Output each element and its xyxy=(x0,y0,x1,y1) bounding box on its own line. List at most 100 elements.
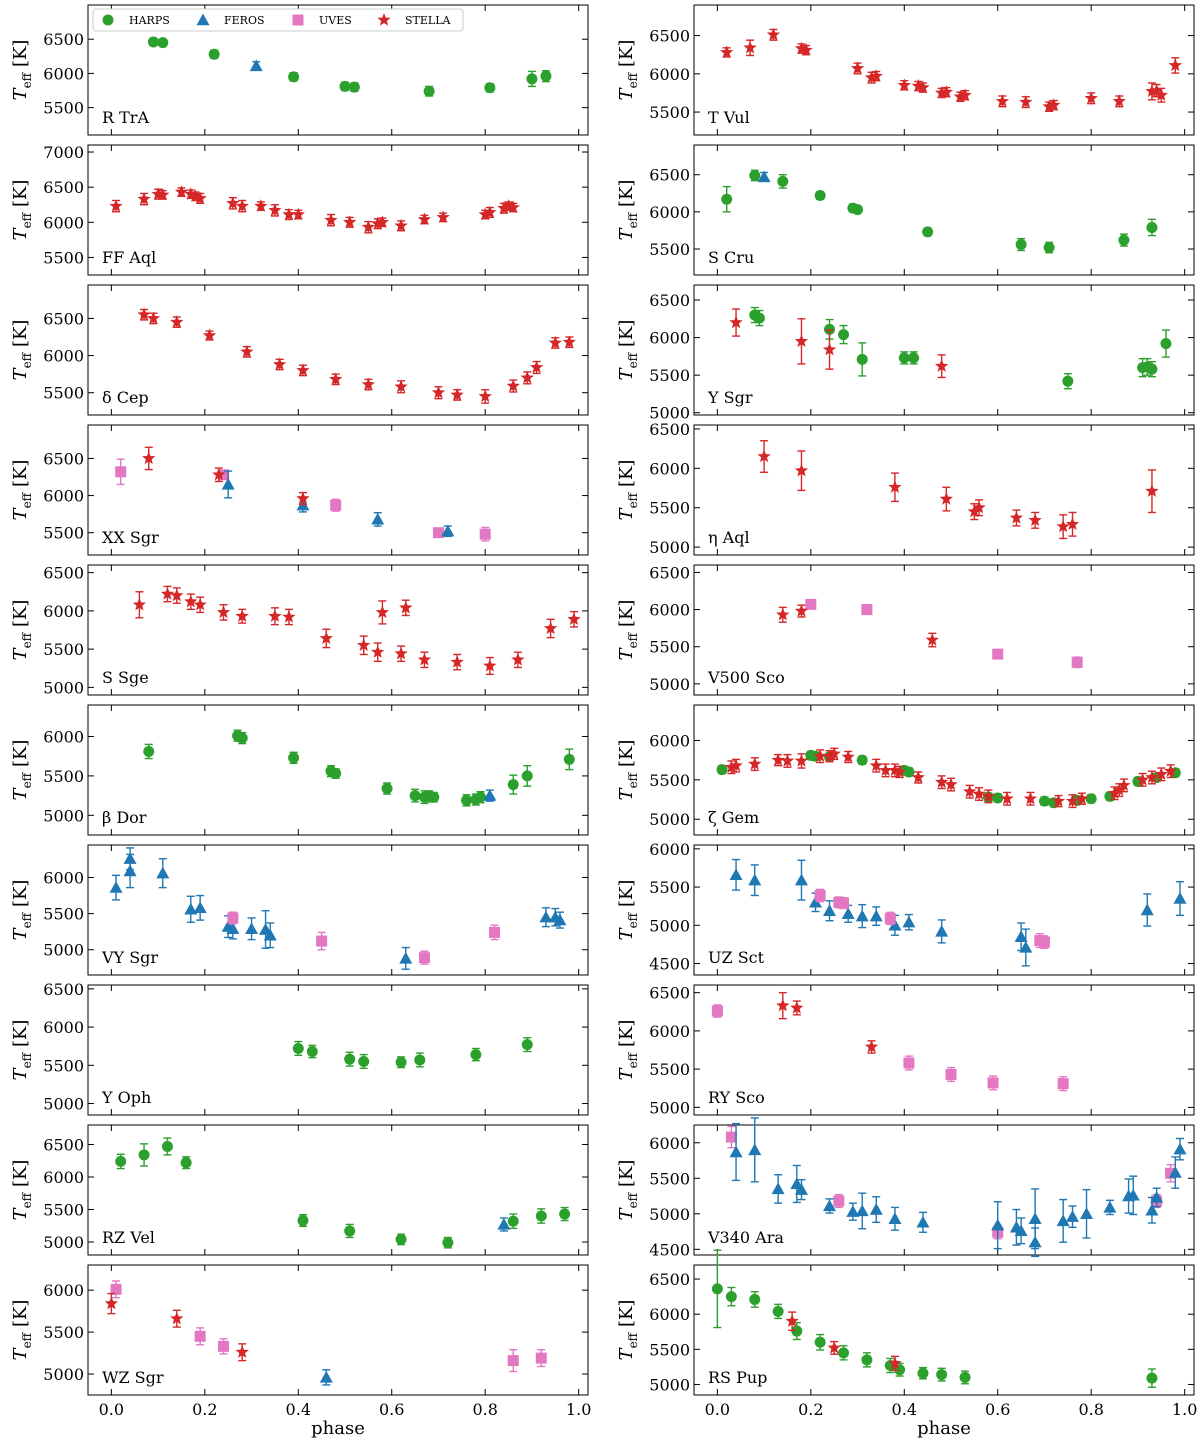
star-name: V500 Sco xyxy=(707,668,785,687)
y-tick-label: 6500 xyxy=(649,27,690,46)
marker xyxy=(725,1131,737,1143)
marker xyxy=(1084,91,1098,104)
series-feros xyxy=(483,789,497,802)
data-point xyxy=(1047,98,1061,111)
marker xyxy=(296,491,310,505)
y-tick-label: 6000 xyxy=(43,64,84,83)
data-point xyxy=(838,897,850,910)
y-tick-label: 5000 xyxy=(43,1095,84,1114)
series-feros xyxy=(221,470,455,538)
marker xyxy=(1146,1372,1158,1384)
marker xyxy=(1117,778,1131,792)
y-tick-label: 6500 xyxy=(43,309,84,328)
marker xyxy=(1065,517,1080,530)
series-uves xyxy=(814,888,1050,949)
y-tick-label: 6500 xyxy=(649,984,690,1003)
data-point xyxy=(855,1192,869,1230)
axes-frame xyxy=(87,1124,589,1256)
data-point xyxy=(371,642,385,663)
legend-entry-uves: UVES xyxy=(292,14,352,27)
data-point xyxy=(442,1236,454,1249)
y-tick-label: 5500 xyxy=(649,103,690,122)
panel-cep: 5500 6000 6500 Teff [K] δ Cep xyxy=(10,284,589,416)
y-tick-label: 5500 xyxy=(43,248,84,267)
marker xyxy=(226,196,240,209)
marker xyxy=(1165,1167,1177,1179)
series-feros xyxy=(497,1217,511,1232)
series-feros xyxy=(729,1117,1187,1258)
data-point xyxy=(748,757,762,772)
y-tick-label: 6000 xyxy=(43,869,84,888)
marker xyxy=(749,1293,761,1305)
marker xyxy=(394,646,408,660)
marker xyxy=(823,1199,837,1212)
data-point xyxy=(540,69,552,83)
series-stella xyxy=(776,604,939,648)
data-point xyxy=(833,1193,845,1209)
data-point xyxy=(180,1156,192,1170)
data-point xyxy=(104,1292,119,1315)
marker xyxy=(869,1203,883,1215)
data-point xyxy=(916,80,930,94)
data-point xyxy=(1051,794,1066,808)
data-point xyxy=(417,651,432,669)
data-point xyxy=(288,71,300,83)
marker xyxy=(1107,786,1122,799)
marker xyxy=(827,1340,841,1354)
data-point xyxy=(489,924,501,941)
data-point xyxy=(156,858,170,889)
data-point xyxy=(916,1211,930,1233)
data-point xyxy=(780,753,795,768)
marker xyxy=(935,924,949,937)
marker xyxy=(1057,1078,1069,1090)
data-point xyxy=(202,328,217,342)
star-name: RY Sco xyxy=(708,1088,765,1107)
data-point xyxy=(861,604,873,616)
marker xyxy=(963,784,977,798)
marker xyxy=(147,36,159,48)
data-point xyxy=(1126,1175,1140,1216)
panels: 5500 6000 6500 Teff [K] R TrA 5500 6000 6500 Tef… xyxy=(10,4,1197,1439)
marker xyxy=(1145,1203,1159,1216)
data-point xyxy=(329,372,343,386)
marker xyxy=(489,926,501,938)
data-point xyxy=(1117,778,1131,793)
data-point xyxy=(193,596,207,614)
marker xyxy=(1146,221,1158,233)
data-point xyxy=(1080,1188,1094,1239)
marker xyxy=(123,852,137,864)
panel-y-oph: 5000 5500 6000 6500 Teff [K] Y Oph xyxy=(10,980,589,1116)
data-point xyxy=(814,1333,826,1351)
marker xyxy=(282,610,296,623)
data-point xyxy=(799,43,813,56)
marker xyxy=(1112,94,1126,108)
legend-entry-feros: FEROS xyxy=(196,13,265,27)
marker xyxy=(483,658,497,672)
series-uves xyxy=(805,598,1083,669)
data-point xyxy=(450,653,464,671)
y-tick-label: 6500 xyxy=(43,980,84,999)
panel-y-sgr: 5000 5500 6000 6500 Teff [K] Y Sgr xyxy=(616,284,1195,423)
marker xyxy=(235,199,249,212)
data-point xyxy=(506,379,520,393)
marker xyxy=(902,915,916,928)
y-axis-label: Teff [K] xyxy=(10,1300,34,1361)
data-point xyxy=(291,207,305,221)
data-point xyxy=(562,335,576,349)
y-axis-label: Teff [K] xyxy=(10,1020,34,1081)
x-tick-label: 0.8 xyxy=(472,1400,497,1419)
y-tick-label: 5500 xyxy=(43,1201,84,1220)
x-tick-label: 0.6 xyxy=(379,1400,404,1419)
star-name: ζ Gem xyxy=(708,808,759,827)
data-point xyxy=(987,1075,999,1091)
axes-frame xyxy=(87,1264,589,1396)
marker xyxy=(399,951,413,964)
marker xyxy=(903,766,915,778)
marker xyxy=(939,492,953,505)
y-tick-label: 5000 xyxy=(43,1233,84,1252)
marker xyxy=(507,1355,519,1367)
data-point xyxy=(1103,1199,1117,1216)
marker xyxy=(282,207,296,221)
marker xyxy=(184,187,198,200)
data-point xyxy=(995,94,1010,108)
